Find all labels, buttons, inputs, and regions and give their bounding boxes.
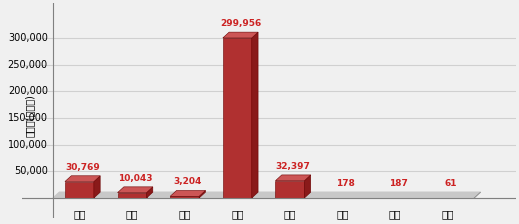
- Text: 178: 178: [336, 179, 355, 188]
- Polygon shape: [170, 196, 199, 198]
- Text: 150,000: 150,000: [8, 113, 48, 123]
- Text: -: -: [44, 193, 48, 203]
- Text: 경기: 경기: [231, 210, 243, 220]
- Text: 10,043: 10,043: [118, 174, 153, 183]
- Text: 부산: 부산: [126, 210, 138, 220]
- Polygon shape: [170, 190, 206, 196]
- Text: 187: 187: [389, 179, 408, 188]
- Text: 3,204: 3,204: [174, 177, 202, 186]
- Text: 61: 61: [445, 179, 457, 188]
- Text: 30,769: 30,769: [65, 163, 100, 172]
- Polygon shape: [146, 187, 153, 198]
- Text: 250,000: 250,000: [8, 60, 48, 70]
- Text: 100,000: 100,000: [8, 140, 48, 150]
- Polygon shape: [304, 175, 311, 198]
- Polygon shape: [53, 192, 481, 198]
- Text: 충북: 충북: [336, 210, 349, 220]
- Polygon shape: [118, 193, 146, 198]
- Polygon shape: [276, 181, 304, 198]
- Polygon shape: [94, 176, 100, 198]
- Text: 32,397: 32,397: [276, 162, 310, 171]
- Text: 강원: 강원: [284, 210, 296, 220]
- Text: 200,000: 200,000: [8, 86, 48, 96]
- Polygon shape: [65, 182, 94, 198]
- Text: 서울: 서울: [73, 210, 86, 220]
- Polygon shape: [276, 175, 311, 181]
- Text: 충남: 충남: [389, 210, 401, 220]
- Polygon shape: [252, 32, 258, 198]
- Text: 50,000: 50,000: [14, 166, 48, 176]
- Text: 인쳼: 인쳼: [179, 210, 191, 220]
- Text: 300,000: 300,000: [8, 33, 48, 43]
- Polygon shape: [199, 190, 206, 198]
- Text: 경남: 경남: [442, 210, 454, 220]
- Polygon shape: [65, 176, 100, 182]
- Polygon shape: [223, 32, 258, 38]
- Polygon shape: [118, 187, 153, 193]
- Text: 피해액(백만원): 피해액(백만원): [24, 94, 34, 137]
- Text: 299,956: 299,956: [220, 19, 261, 28]
- Polygon shape: [223, 38, 252, 198]
